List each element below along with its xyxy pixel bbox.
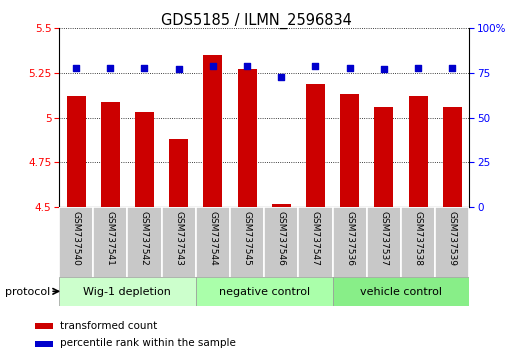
Text: GSM737545: GSM737545 xyxy=(243,211,251,266)
Point xyxy=(414,65,422,70)
Point xyxy=(346,65,354,70)
Point xyxy=(141,65,149,70)
Bar xyxy=(332,277,469,306)
Bar xyxy=(67,96,86,207)
Bar xyxy=(264,207,299,278)
Bar xyxy=(340,95,359,207)
Point xyxy=(277,74,285,79)
Text: GSM737537: GSM737537 xyxy=(380,211,388,266)
Bar xyxy=(35,341,53,347)
Bar xyxy=(409,96,427,207)
Text: negative control: negative control xyxy=(219,287,310,297)
Text: Wig-1 depletion: Wig-1 depletion xyxy=(84,287,171,297)
Text: GSM737539: GSM737539 xyxy=(448,211,457,266)
Bar xyxy=(238,69,256,207)
Bar xyxy=(93,207,127,278)
Bar xyxy=(59,207,93,278)
Point xyxy=(243,63,251,69)
Bar xyxy=(306,84,325,207)
Point xyxy=(106,65,114,70)
Bar xyxy=(196,277,332,306)
Text: percentile rank within the sample: percentile rank within the sample xyxy=(60,338,236,348)
Bar xyxy=(169,139,188,207)
Text: GSM737536: GSM737536 xyxy=(345,211,354,266)
Point xyxy=(209,63,217,69)
Bar xyxy=(230,207,264,278)
Bar xyxy=(299,207,332,278)
Text: GSM737540: GSM737540 xyxy=(72,211,81,266)
Point xyxy=(448,65,457,70)
Text: GSM737538: GSM737538 xyxy=(413,211,423,266)
Bar xyxy=(127,207,162,278)
Text: GDS5185 / ILMN_2596834: GDS5185 / ILMN_2596834 xyxy=(161,12,352,29)
Bar xyxy=(443,107,462,207)
Bar xyxy=(35,323,53,329)
Text: vehicle control: vehicle control xyxy=(360,287,442,297)
Bar xyxy=(332,207,367,278)
Bar xyxy=(135,112,154,207)
Text: GSM737547: GSM737547 xyxy=(311,211,320,266)
Bar xyxy=(435,207,469,278)
Point xyxy=(311,63,320,69)
Bar xyxy=(401,207,435,278)
Text: transformed count: transformed count xyxy=(60,320,157,331)
Bar xyxy=(101,102,120,207)
Text: GSM737542: GSM737542 xyxy=(140,211,149,266)
Point xyxy=(174,67,183,72)
Text: GSM737546: GSM737546 xyxy=(277,211,286,266)
Text: GSM737541: GSM737541 xyxy=(106,211,115,266)
Bar xyxy=(374,107,393,207)
Bar xyxy=(162,207,196,278)
Text: GSM737544: GSM737544 xyxy=(208,211,218,266)
Bar xyxy=(272,204,291,207)
Point xyxy=(72,65,80,70)
Bar xyxy=(367,207,401,278)
Bar xyxy=(204,55,222,207)
Point xyxy=(380,67,388,72)
Text: protocol: protocol xyxy=(5,287,50,297)
Bar xyxy=(59,277,196,306)
Text: GSM737543: GSM737543 xyxy=(174,211,183,266)
Bar xyxy=(196,207,230,278)
